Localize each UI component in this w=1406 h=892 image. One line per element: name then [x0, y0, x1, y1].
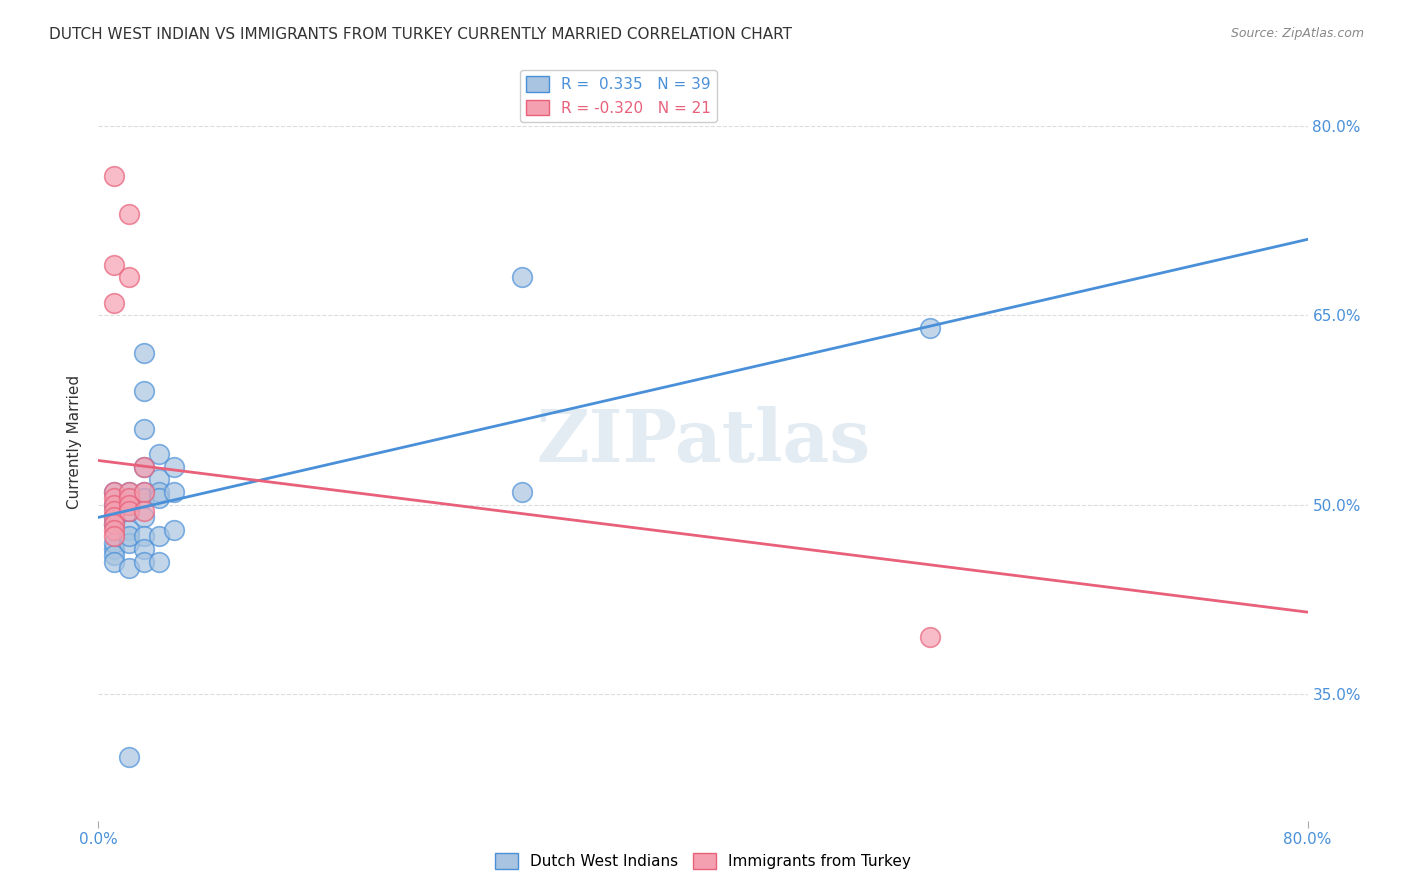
Point — [132, 529, 155, 543]
Point — [132, 485, 155, 500]
Point — [132, 422, 155, 436]
Point — [918, 631, 941, 645]
Point — [148, 555, 170, 569]
Point — [103, 548, 125, 563]
Point — [103, 485, 125, 500]
Point — [103, 510, 125, 524]
Point — [148, 473, 170, 487]
Point — [103, 485, 125, 500]
Point — [118, 504, 141, 518]
Point — [132, 541, 155, 556]
Point — [118, 485, 141, 500]
Point — [118, 207, 141, 221]
Point — [163, 523, 186, 537]
Point — [132, 485, 155, 500]
Point — [103, 169, 125, 184]
Point — [148, 529, 170, 543]
Point — [118, 498, 141, 512]
Point — [148, 491, 170, 506]
Point — [118, 485, 141, 500]
Point — [510, 485, 533, 500]
Point — [118, 535, 141, 549]
Point — [163, 485, 186, 500]
Point — [132, 491, 155, 506]
Point — [132, 459, 155, 474]
Text: ZIPatlas: ZIPatlas — [536, 406, 870, 477]
Point — [118, 491, 141, 506]
Point — [163, 459, 186, 474]
Point — [103, 541, 125, 556]
Point — [118, 529, 141, 543]
Point — [148, 485, 170, 500]
Text: DUTCH WEST INDIAN VS IMMIGRANTS FROM TURKEY CURRENTLY MARRIED CORRELATION CHART: DUTCH WEST INDIAN VS IMMIGRANTS FROM TUR… — [49, 27, 792, 42]
Point — [103, 523, 125, 537]
Point — [132, 555, 155, 569]
Point — [103, 516, 125, 531]
Point — [148, 447, 170, 461]
Text: Source: ZipAtlas.com: Source: ZipAtlas.com — [1230, 27, 1364, 40]
Point — [918, 320, 941, 334]
Point — [103, 529, 125, 543]
Legend: R =  0.335   N = 39, R = -0.320   N = 21: R = 0.335 N = 39, R = -0.320 N = 21 — [520, 70, 717, 122]
Point — [103, 498, 125, 512]
Point — [103, 491, 125, 506]
Point — [103, 516, 125, 531]
Point — [510, 270, 533, 285]
Point — [118, 504, 141, 518]
Point — [132, 459, 155, 474]
Point — [132, 346, 155, 360]
Point — [118, 750, 141, 764]
Point — [103, 258, 125, 272]
Point — [118, 491, 141, 506]
Legend: Dutch West Indians, Immigrants from Turkey: Dutch West Indians, Immigrants from Turk… — [489, 847, 917, 875]
Point — [118, 561, 141, 575]
Point — [103, 295, 125, 310]
Point — [103, 498, 125, 512]
Point — [132, 504, 155, 518]
Y-axis label: Currently Married: Currently Married — [67, 375, 83, 508]
Point — [118, 270, 141, 285]
Point — [132, 384, 155, 398]
Point — [132, 510, 155, 524]
Point — [103, 510, 125, 524]
Point — [118, 523, 141, 537]
Point — [103, 504, 125, 518]
Point — [103, 555, 125, 569]
Point — [118, 498, 141, 512]
Point — [103, 535, 125, 549]
